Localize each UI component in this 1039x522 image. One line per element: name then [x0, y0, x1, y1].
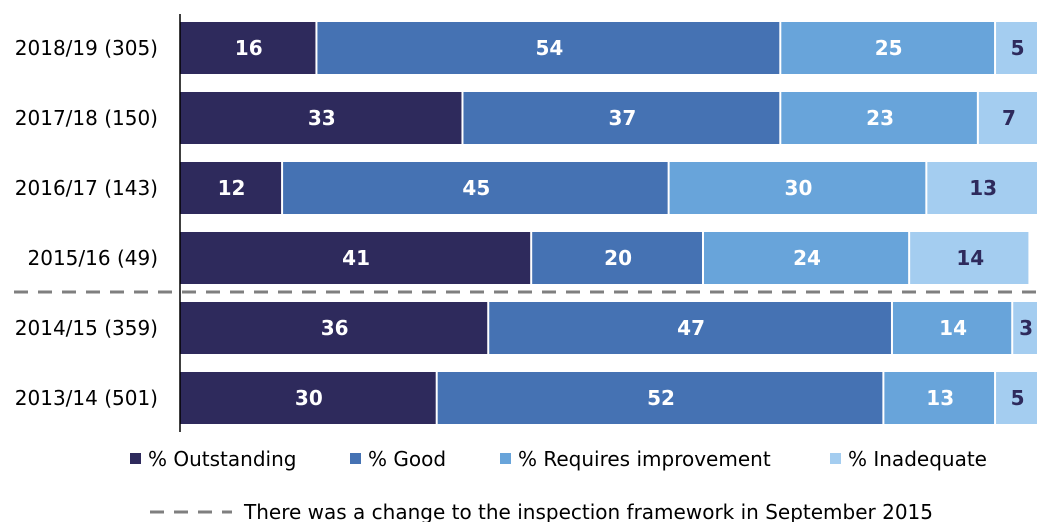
data-label-good-2014-15-359: 47: [677, 316, 705, 340]
category-labels: 2018/19 (305) 2017/18 (150) 2016/17 (143) 2…: [15, 36, 158, 410]
data-label-requires-improvement-2018-19-305: 25: [875, 36, 903, 60]
data-label-outstanding-2016-17-143: 12: [218, 176, 246, 200]
legend-swatch-good: [350, 453, 361, 464]
data-label-good-2017-18-150: 37: [608, 106, 636, 130]
category-label-2014-15-359: 2014/15 (359): [15, 316, 158, 340]
bar-requires-improvement-2015-16-49: [703, 232, 909, 284]
data-label-good-2016-17-143: 45: [462, 176, 490, 200]
data-label-inadequate-2013-14-501: 5: [1011, 386, 1025, 410]
bar-outstanding-2018-19-305: [180, 22, 316, 74]
category-label-2016-17-143: 2016/17 (143): [15, 176, 158, 200]
data-label-requires-improvement-2017-18-150: 23: [866, 106, 894, 130]
framework-note: There was a change to the inspection fra…: [150, 500, 933, 522]
bar-inadequate-2018-19-305: [996, 22, 1037, 74]
bars-layer: 16 54 25 5 33 37 23 7 12 45 30 13 41 20 24 14 36 47 14 3 30 5…: [180, 22, 1037, 424]
bar-inadequate-2013-14-501: [996, 372, 1037, 424]
data-label-outstanding-2018-19-305: 16: [235, 36, 263, 60]
data-label-inadequate-2015-16-49: 14: [956, 246, 984, 270]
bar-requires-improvement-2013-14-501: [884, 372, 995, 424]
bar-requires-improvement-2016-17-143: [669, 162, 926, 214]
bar-good-2017-18-150: [463, 92, 780, 144]
category-label-2017-18-150: 2017/18 (150): [15, 106, 158, 130]
bar-outstanding-2017-18-150: [180, 92, 462, 144]
data-label-good-2015-16-49: 20: [604, 246, 632, 270]
legend-label-good: % Good: [368, 447, 446, 471]
bar-outstanding-2014-15-359: [180, 302, 488, 354]
data-label-requires-improvement-2016-17-143: 30: [785, 176, 813, 200]
legend-swatch-requires-improvement: [500, 453, 511, 464]
bar-good-2016-17-143: [283, 162, 668, 214]
data-label-requires-improvement-2013-14-501: 13: [926, 386, 954, 410]
bar-inadequate-2017-18-150: [978, 92, 1037, 144]
bar-outstanding-2015-16-49: [180, 232, 531, 284]
bar-good-2014-15-359: [489, 302, 891, 354]
data-label-outstanding-2013-14-501: 30: [295, 386, 323, 410]
data-label-requires-improvement-2015-16-49: 24: [793, 246, 821, 270]
legend: % Outstanding % Good % Requires improvemen…: [130, 447, 987, 471]
bar-outstanding-2016-17-143: [180, 162, 282, 214]
legend-label-requires-improvement: % Requires improvement: [518, 447, 771, 471]
data-label-requires-improvement-2014-15-359: 14: [939, 316, 967, 340]
data-label-inadequate-2016-17-143: 13: [969, 176, 997, 200]
bar-inadequate-2014-15-359: [1013, 302, 1037, 354]
data-label-outstanding-2017-18-150: 33: [308, 106, 336, 130]
bar-requires-improvement-2014-15-359: [892, 302, 1012, 354]
legend-label-inadequate: % Inadequate: [848, 447, 987, 471]
bar-good-2015-16-49: [532, 232, 702, 284]
category-label-2013-14-501: 2013/14 (501): [15, 386, 158, 410]
data-label-inadequate-2017-18-150: 7: [1002, 106, 1016, 130]
category-label-2018-19-305: 2018/19 (305): [15, 36, 158, 60]
bar-inadequate-2015-16-49: [910, 232, 1029, 284]
legend-swatch-outstanding: [130, 453, 141, 464]
data-label-good-2013-14-501: 52: [647, 386, 675, 410]
note-text: There was a change to the inspection fra…: [243, 500, 933, 522]
bar-good-2018-19-305: [317, 22, 780, 74]
data-label-outstanding-2014-15-359: 36: [321, 316, 349, 340]
bar-outstanding-2013-14-501: [180, 372, 436, 424]
data-label-inadequate-2014-15-359: 3: [1019, 316, 1033, 340]
data-label-inadequate-2018-19-305: 5: [1011, 36, 1025, 60]
legend-swatch-inadequate: [830, 453, 841, 464]
category-label-2015-16-49: 2015/16 (49): [28, 246, 159, 270]
data-label-outstanding-2015-16-49: 41: [342, 246, 370, 270]
bar-good-2013-14-501: [437, 372, 883, 424]
data-label-good-2018-19-305: 54: [535, 36, 563, 60]
legend-label-outstanding: % Outstanding: [148, 447, 296, 471]
bar-inadequate-2016-17-143: [927, 162, 1037, 214]
bar-requires-improvement-2018-19-305: [781, 22, 995, 74]
bar-requires-improvement-2017-18-150: [781, 92, 977, 144]
